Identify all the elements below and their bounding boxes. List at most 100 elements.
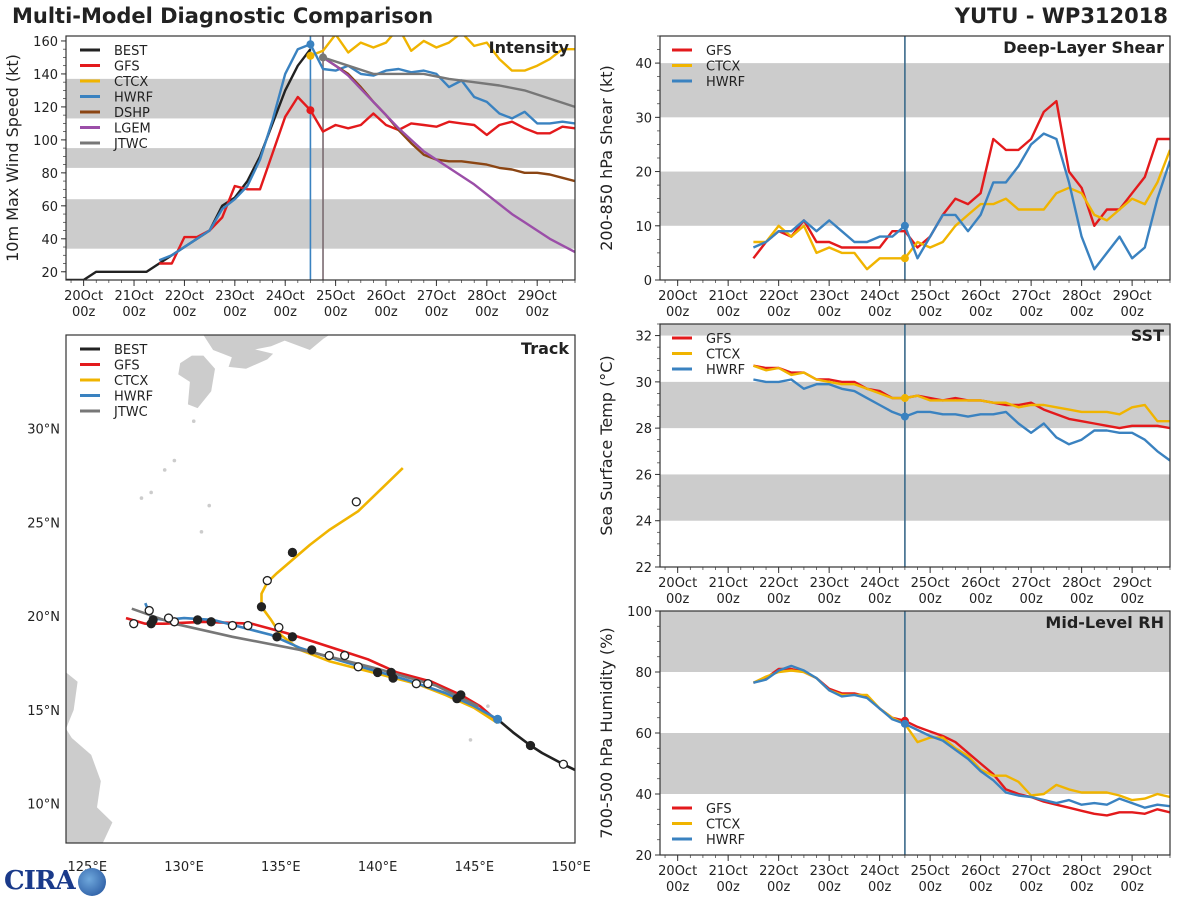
x-tick-sublabel: 00z: [918, 880, 942, 895]
plot-frame: [65, 35, 576, 281]
plot-area: [660, 36, 1170, 280]
y-tick-label: 30: [635, 376, 652, 391]
current-position-marker: [493, 714, 503, 724]
land-mass: [203, 335, 330, 358]
cira-logo-text: CIRA: [4, 866, 76, 896]
legend-label-best: BEST: [114, 44, 147, 59]
y-tick-label: 10: [635, 220, 652, 235]
main-title: Multi-Model Diagnostic Comparison: [12, 4, 434, 28]
x-tick-sublabel: 00z: [817, 880, 841, 895]
track-point-gfs: [423, 679, 433, 689]
track-point-hwrf: [272, 632, 282, 642]
marker-ctcx: [900, 394, 909, 403]
island: [139, 496, 144, 500]
x-tick-sublabel: 00z: [1070, 880, 1094, 895]
y-tick-label: 140: [33, 68, 58, 83]
legend-label-dshp: DSHP: [114, 106, 150, 121]
x-tick-label: 21Oct: [709, 289, 748, 304]
x-tick-label: 25Oct: [911, 289, 950, 304]
x-tick-label: 20Oct: [658, 576, 697, 591]
y-tick-label: 40: [635, 788, 652, 803]
marker-hwrf: [900, 412, 909, 421]
x-tick-sublabel: 00z: [1019, 592, 1043, 607]
track-point-ctcx: [351, 497, 361, 507]
x-tick-sublabel: 00z: [969, 305, 993, 320]
series-line-ctcx: [752, 364, 1170, 423]
y-tick-label: 80: [41, 167, 58, 182]
x-tick-label: 22Oct: [759, 864, 798, 879]
marker-gfs: [306, 106, 315, 115]
y-tick-label: 26: [635, 468, 652, 483]
x-tick-label: 28Oct: [467, 289, 506, 304]
x-tick-sublabel: 00z: [1120, 592, 1144, 607]
track-point-ctcx: [274, 622, 284, 633]
track-point-hwrf: [411, 679, 421, 689]
panel-title: SST: [1131, 326, 1164, 345]
panel-title: Intensity: [489, 38, 570, 57]
x-tick-sublabel: 00z: [716, 880, 740, 895]
chart-sst: 22242628303220Oct00z21Oct00z22Oct00z23Oc…: [597, 323, 1171, 607]
x-tick-sublabel: 00z: [425, 305, 449, 320]
x-tick-sublabel: 00z: [868, 592, 892, 607]
x-tick-sublabel: 00z: [767, 592, 791, 607]
x-tick-label: 24Oct: [266, 289, 305, 304]
y-tick-label: 100: [33, 134, 58, 149]
plot-area: [66, 36, 575, 280]
y-tick-label: 160: [33, 35, 58, 50]
x-tick-sublabel: 00z: [918, 592, 942, 607]
x-tick-sublabel: 00z: [1070, 305, 1094, 320]
track-point-gfs: [129, 619, 139, 629]
legend-label-gfs: GFS: [706, 44, 732, 59]
series-line-hwrf: [753, 378, 1170, 462]
island: [149, 490, 153, 495]
panel-title: Deep-Layer Shear: [1003, 38, 1164, 57]
plot-area: [660, 611, 1170, 855]
x-tick-label: 26Oct: [961, 576, 1000, 591]
x-tick-sublabel: 00z: [918, 305, 942, 320]
x-tick-sublabel: 00z: [374, 305, 398, 320]
island: [172, 458, 177, 463]
chart-intensity: 2040608010012014016020Oct00z21Oct00z22Oc…: [3, 35, 576, 320]
x-tick-label: 29Oct: [1113, 289, 1152, 304]
map-area: [66, 335, 575, 843]
x-tick-sublabel: 00z: [868, 880, 892, 895]
legend-label-gfs: GFS: [706, 802, 732, 817]
legend-label-hwrf: HWRF: [114, 390, 153, 405]
x-tick-label: 22Oct: [759, 576, 798, 591]
x-tick-sublabel: 00z: [526, 305, 550, 320]
y-tick-label: 0: [644, 274, 652, 289]
track-point-best: [525, 740, 536, 751]
x-tick-label: 28Oct: [1062, 864, 1101, 879]
shaded-band: [660, 324, 1170, 336]
x-tick-sublabel: 00z: [817, 305, 841, 320]
y-axis-label: 700-500 hPa Humidity (%): [597, 627, 616, 838]
marker-ctcx: [900, 254, 909, 263]
x-tick-label: 23Oct: [810, 576, 849, 591]
lon-tick-label: 150°E: [551, 860, 591, 875]
x-tick-label: 21Oct: [709, 576, 748, 591]
chart-rh: 2040608010020Oct00z21Oct00z22Oct00z23Oct…: [597, 605, 1171, 895]
lat-tick-label: 15°N: [27, 704, 60, 719]
shaded-band: [66, 199, 575, 249]
y-tick-label: 60: [41, 200, 58, 215]
legend-label-gfs: GFS: [114, 359, 140, 374]
lon-tick-label: 145°E: [455, 860, 495, 875]
x-tick-sublabel: 00z: [1120, 880, 1144, 895]
series-line-jtwc: [322, 56, 575, 109]
series-line-lgem: [322, 56, 575, 254]
x-tick-sublabel: 00z: [868, 305, 892, 320]
x-tick-label: 29Oct: [1113, 864, 1152, 879]
track-point-hwrf: [227, 620, 238, 631]
island: [486, 704, 490, 708]
track-point-hwrf: [452, 694, 462, 704]
track-point-hwrf: [163, 613, 174, 623]
y-tick-label: 22: [635, 561, 652, 576]
series-line-ctcx: [309, 36, 575, 72]
legend-label-gfs: GFS: [706, 332, 732, 347]
shaded-band: [660, 171, 1170, 226]
y-tick-label: 120: [33, 101, 58, 116]
track-point-ctcx: [353, 662, 363, 672]
track-point-ctcx: [262, 575, 272, 586]
marker-hwrf: [900, 719, 909, 728]
